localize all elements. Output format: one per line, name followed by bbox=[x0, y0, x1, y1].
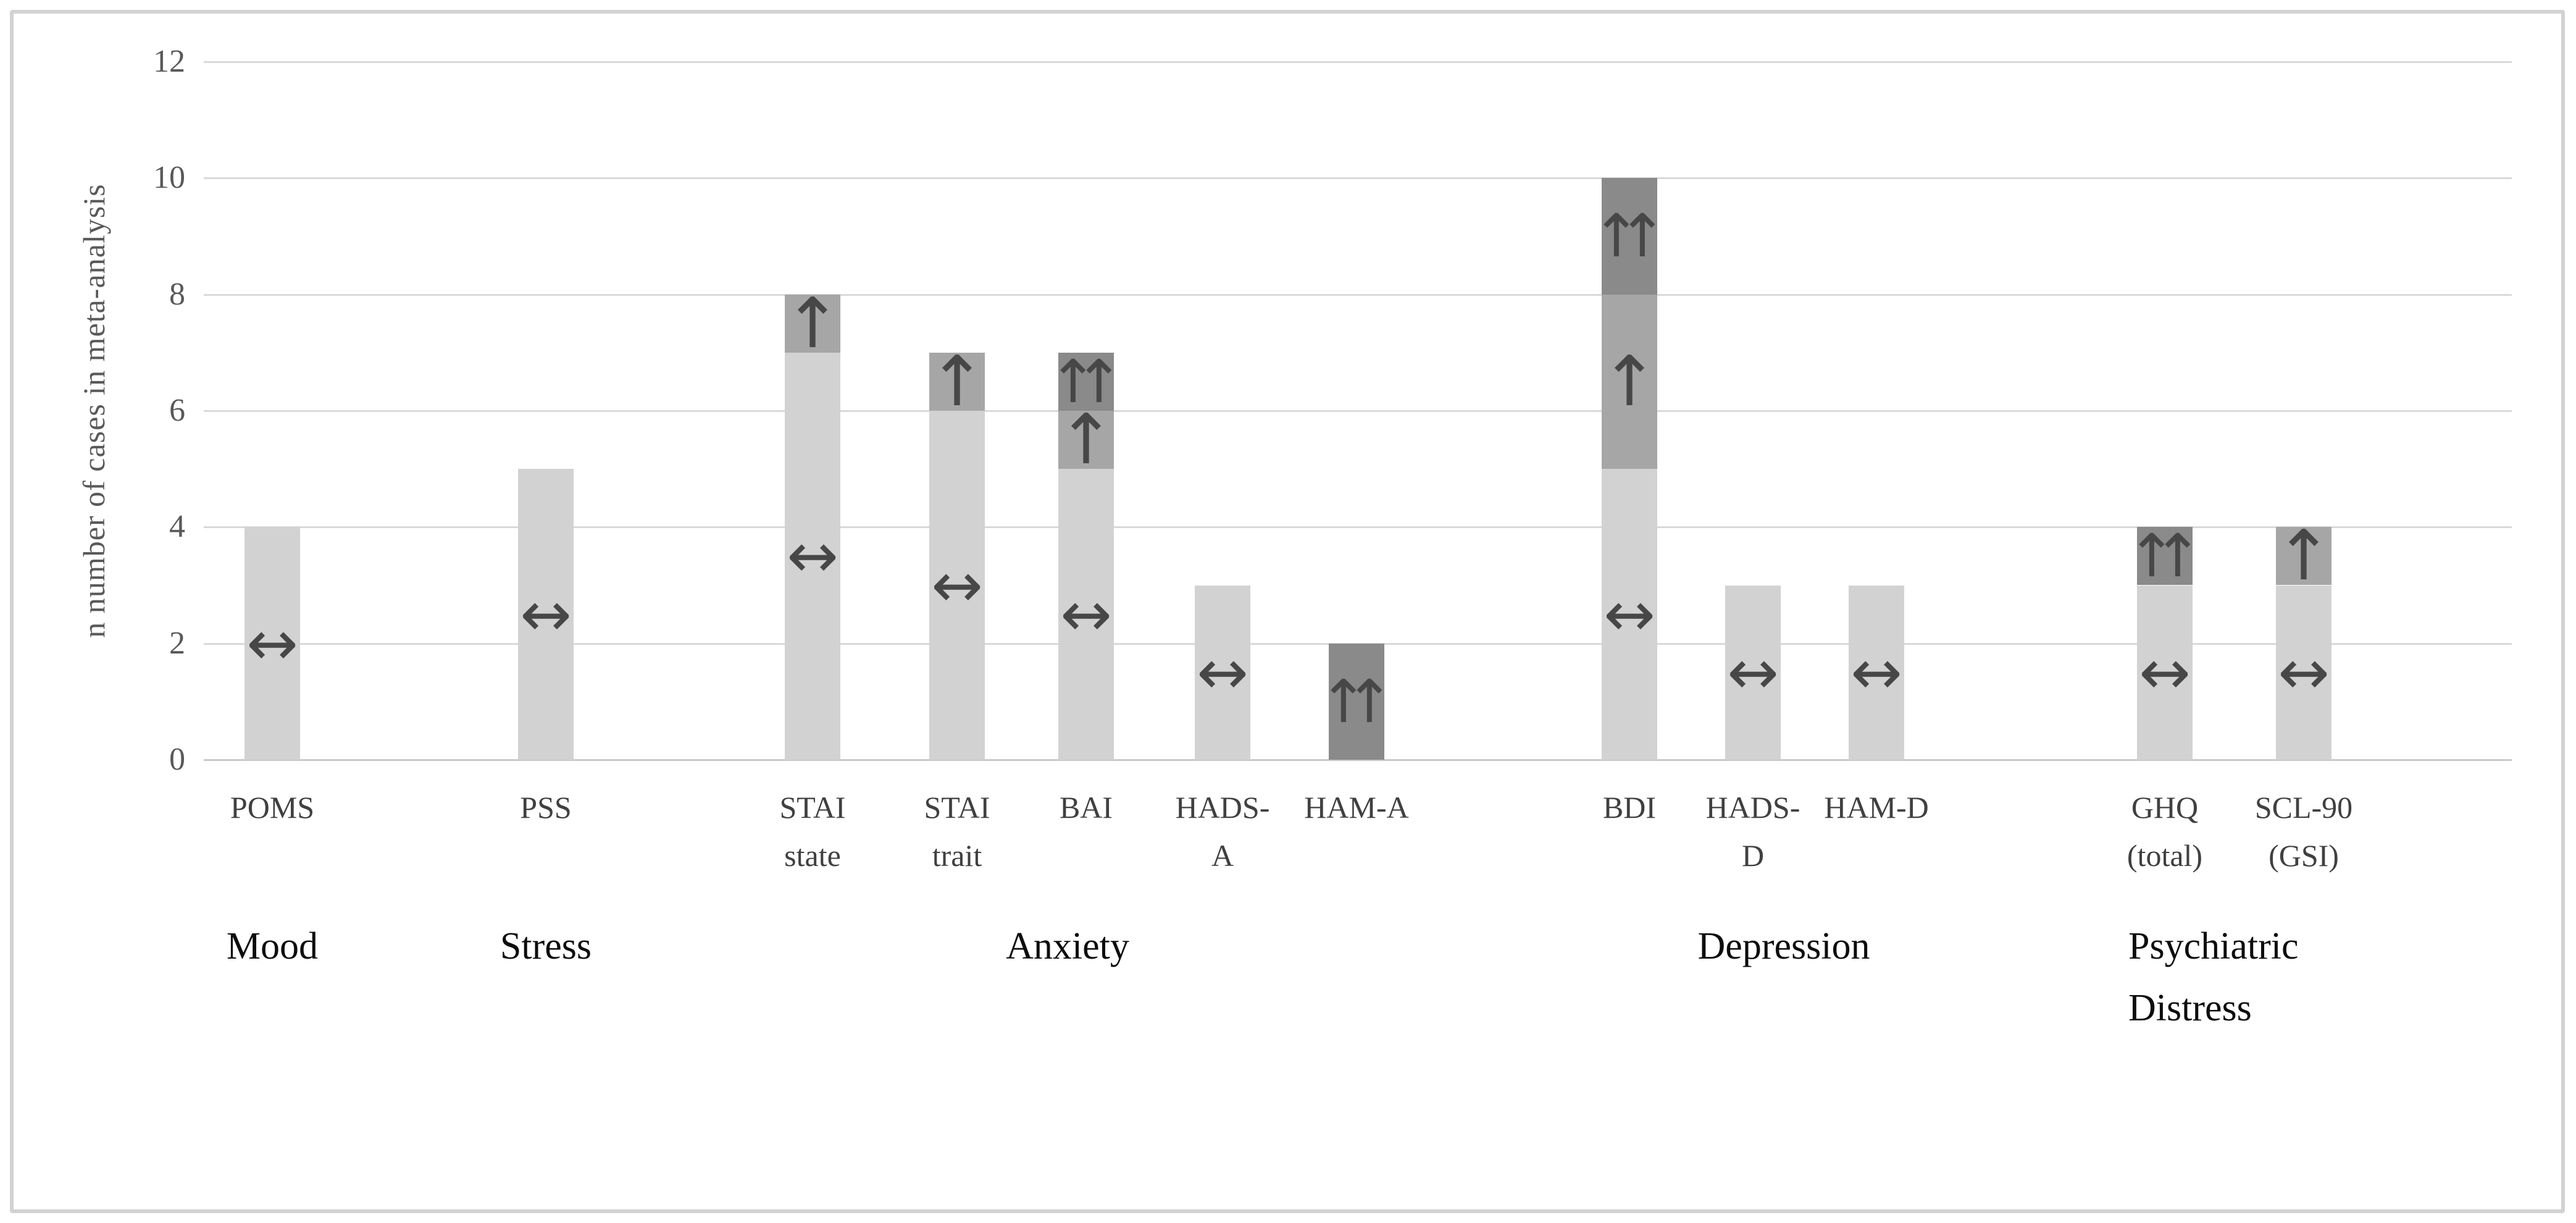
direction-arrow-symbol: ↑↑ bbox=[1318, 666, 1395, 736]
direction-arrow-symbol: ↔ bbox=[787, 519, 838, 592]
bar-segment: ↔ bbox=[1849, 585, 1904, 760]
measure-label: HAM-D bbox=[1824, 790, 1929, 825]
group-label: Psychiatric Distress bbox=[2128, 925, 2299, 1029]
group-label: Depression bbox=[1697, 925, 1870, 967]
y-tick-label: 12 bbox=[153, 44, 185, 79]
direction-arrow-symbol: ↑ bbox=[928, 341, 986, 422]
gridline bbox=[204, 177, 2512, 180]
measure-label: GHQ (total) bbox=[2126, 790, 2203, 873]
y-tick-label: 8 bbox=[169, 276, 185, 312]
direction-arrow-symbol: ↔ bbox=[931, 548, 983, 621]
direction-arrow-symbol: ↔ bbox=[246, 607, 298, 679]
y-tick-label: 6 bbox=[169, 393, 185, 428]
measure-label: HADS- A bbox=[1175, 790, 1270, 873]
direction-arrow-symbol: ↑↑ bbox=[1591, 201, 1668, 271]
group-label: Anxiety bbox=[1006, 925, 1129, 967]
y-tick-label: 10 bbox=[153, 160, 185, 196]
bar-segment: ↔ bbox=[1602, 469, 1657, 760]
gridline bbox=[204, 526, 2512, 529]
direction-arrow-symbol: ↔ bbox=[1604, 578, 1655, 650]
direction-arrow-symbol: ↑ bbox=[1600, 341, 1658, 422]
group-label: Stress bbox=[500, 925, 592, 967]
measure-label: POMS bbox=[230, 790, 315, 825]
y-tick-label: 4 bbox=[169, 509, 185, 545]
x-axis-line bbox=[204, 759, 2512, 761]
bar-segment: ↔ bbox=[1195, 585, 1250, 760]
bar-segment: ↑↑ bbox=[1592, 178, 1667, 295]
direction-arrow-symbol: ↔ bbox=[1197, 636, 1248, 708]
bar-segment: ↔ bbox=[785, 352, 840, 760]
direction-arrow-symbol: ↑ bbox=[2275, 516, 2333, 597]
bar-segment: ↑↑ bbox=[1319, 643, 1394, 760]
bar-segment: ↑ bbox=[1600, 294, 1658, 469]
gridline bbox=[204, 410, 2512, 412]
figure-border-frame bbox=[10, 10, 2565, 1213]
bar-segment: ↔ bbox=[1058, 469, 1114, 760]
y-tick-label: 0 bbox=[169, 742, 185, 777]
direction-arrow-symbol: ↔ bbox=[2278, 636, 2330, 708]
direction-arrow-symbol: ↔ bbox=[1727, 636, 1779, 708]
direction-arrow-symbol: ↑↑ bbox=[1048, 347, 1124, 416]
direction-arrow-symbol: ↑ bbox=[784, 283, 842, 364]
measure-label: PSS bbox=[520, 790, 572, 825]
measure-label: SCL-90 (GSI) bbox=[2254, 790, 2353, 873]
bar-segment: ↑↑ bbox=[2127, 526, 2203, 586]
measure-label: HADS- D bbox=[1705, 790, 1800, 873]
measure-label: STAI state bbox=[779, 790, 846, 873]
gridline bbox=[204, 293, 2512, 296]
y-tick-label: 2 bbox=[169, 625, 185, 661]
bar-segment: ↑ bbox=[1057, 405, 1115, 474]
direction-arrow-symbol: ↑↑ bbox=[2126, 521, 2203, 591]
bar-segment: ↑ bbox=[784, 289, 842, 358]
direction-arrow-symbol: ↑ bbox=[1057, 400, 1115, 481]
bar-segment: ↔ bbox=[2276, 585, 2331, 760]
bar-segment: ↔ bbox=[1725, 585, 1781, 760]
bar-segment: ↑ bbox=[2275, 521, 2333, 590]
measure-label: BAI bbox=[1059, 790, 1113, 825]
bar-segment: ↑ bbox=[928, 347, 986, 416]
measure-label: HAM-A bbox=[1304, 790, 1409, 825]
gridline bbox=[204, 61, 2512, 63]
direction-arrow-symbol: ↔ bbox=[1060, 578, 1112, 650]
bar-segment: ↑↑ bbox=[1048, 352, 1124, 411]
group-label: Mood bbox=[226, 925, 319, 967]
bar-segment: ↔ bbox=[2137, 585, 2193, 760]
direction-arrow-symbol: ↔ bbox=[1850, 636, 1902, 708]
bar-segment: ↔ bbox=[518, 469, 574, 760]
direction-arrow-symbol: ↔ bbox=[520, 578, 572, 650]
bar-segment: ↔ bbox=[929, 411, 985, 760]
direction-arrow-symbol: ↔ bbox=[2139, 636, 2191, 708]
measure-label: STAI trait bbox=[924, 790, 990, 873]
bar-segment: ↔ bbox=[245, 527, 300, 760]
measure-label: BDI bbox=[1602, 790, 1657, 825]
